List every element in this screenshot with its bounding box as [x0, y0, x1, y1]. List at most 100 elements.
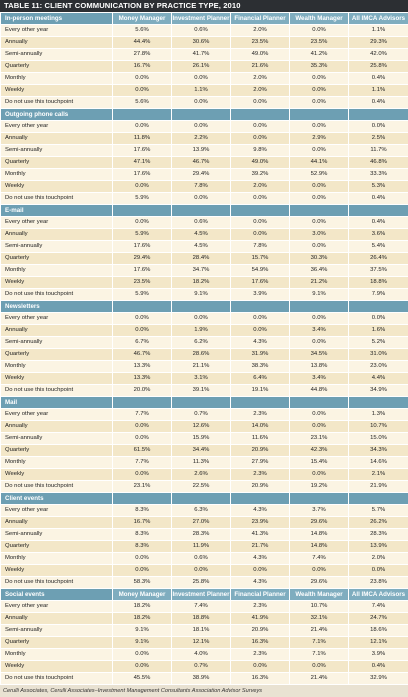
value-cell: 3.9% [231, 289, 290, 301]
row-label: Quarterly [1, 637, 113, 649]
row-label: Do not use this touchpoint [1, 193, 113, 205]
value-cell: 7.8% [231, 241, 290, 253]
value-cell: 11.6% [231, 433, 290, 445]
section-header-cell [290, 205, 349, 217]
value-cell: 5.4% [349, 241, 408, 253]
section-header-row: E-mail [1, 205, 408, 217]
value-cell: 16.3% [231, 637, 290, 649]
value-cell: 54.9% [231, 265, 290, 277]
value-cell: 36.4% [290, 265, 349, 277]
section-name: Outgoing phone calls [1, 109, 113, 121]
value-cell: 18.2% [172, 277, 231, 289]
value-cell: 8.3% [113, 541, 172, 553]
value-cell: 11.8% [113, 133, 172, 145]
value-cell: 0.0% [290, 217, 349, 229]
value-cell: 0.0% [290, 145, 349, 157]
value-cell: 0.0% [231, 565, 290, 577]
row-label: Monthly [1, 649, 113, 661]
row-label: Monthly [1, 457, 113, 469]
row-label: Quarterly [1, 445, 113, 457]
value-cell: 20.9% [231, 625, 290, 637]
value-cell: 2.0% [231, 85, 290, 97]
row-label: Semi-annually [1, 625, 113, 637]
value-cell: 0.0% [349, 565, 408, 577]
value-cell: 0.7% [172, 409, 231, 421]
value-cell: 2.3% [231, 601, 290, 613]
column-header: Investment Planner [172, 589, 231, 601]
value-cell: 26.2% [349, 517, 408, 529]
value-cell: 23.8% [349, 577, 408, 589]
value-cell: 1.3% [349, 409, 408, 421]
value-cell: 15.0% [349, 433, 408, 445]
row-label: Semi-annually [1, 337, 113, 349]
value-cell: 3.1% [172, 373, 231, 385]
row-label: Do not use this touchpoint [1, 673, 113, 685]
value-cell: 20.9% [231, 445, 290, 457]
value-cell: 0.0% [172, 121, 231, 133]
section-header-cell [113, 109, 172, 121]
value-cell: 28.3% [349, 529, 408, 541]
row-label: Do not use this touchpoint [1, 577, 113, 589]
row-label: Quarterly [1, 349, 113, 361]
value-cell: 35.3% [290, 61, 349, 73]
section-header-cell [349, 205, 408, 217]
value-cell: 0.6% [172, 25, 231, 37]
value-cell: 45.5% [113, 673, 172, 685]
value-cell: 6.3% [172, 505, 231, 517]
value-cell: 7.8% [172, 181, 231, 193]
value-cell: 34.5% [290, 349, 349, 361]
table-title: TABLE 11: CLIENT COMMUNICATION BY PRACTI… [0, 0, 408, 12]
value-cell: 0.0% [113, 121, 172, 133]
row-label: Every other year [1, 601, 113, 613]
value-cell: 52.9% [290, 169, 349, 181]
value-cell: 0.0% [172, 73, 231, 85]
value-cell: 3.9% [349, 649, 408, 661]
value-cell: 37.5% [349, 265, 408, 277]
column-header: Financial Planner [231, 13, 290, 25]
row-label: Every other year [1, 121, 113, 133]
value-cell: 44.1% [290, 157, 349, 169]
value-cell: 2.0% [231, 181, 290, 193]
value-cell: 26.4% [349, 253, 408, 265]
column-header: All IMCA Advisors [349, 589, 408, 601]
value-cell: 17.6% [113, 169, 172, 181]
value-cell: 9.1% [290, 289, 349, 301]
value-cell: 0.0% [290, 241, 349, 253]
value-cell: 15.7% [231, 253, 290, 265]
row-label: Do not use this touchpoint [1, 481, 113, 493]
section-header-row: Outgoing phone calls [1, 109, 408, 121]
value-cell: 34.3% [349, 445, 408, 457]
row-label: Do not use this touchpoint [1, 289, 113, 301]
value-cell: 2.0% [231, 73, 290, 85]
value-cell: 6.7% [113, 337, 172, 349]
value-cell: 19.1% [231, 385, 290, 397]
value-cell: 0.0% [172, 313, 231, 325]
row-label: Every other year [1, 217, 113, 229]
value-cell: 34.9% [349, 385, 408, 397]
section-header-cell [172, 397, 231, 409]
section-header-cell [172, 205, 231, 217]
value-cell: 18.1% [172, 625, 231, 637]
row-label: Semi-annually [1, 529, 113, 541]
section-header-cell [231, 205, 290, 217]
row-label: Annually [1, 517, 113, 529]
value-cell: 20.9% [231, 481, 290, 493]
value-cell: 0.0% [290, 25, 349, 37]
value-cell: 20.0% [113, 385, 172, 397]
value-cell: 12.1% [349, 637, 408, 649]
section-header-cell [290, 109, 349, 121]
source-note: Cerulli Associates, Cerulli Associates–I… [0, 685, 408, 697]
value-cell: 1.6% [349, 325, 408, 337]
value-cell: 5.3% [349, 181, 408, 193]
